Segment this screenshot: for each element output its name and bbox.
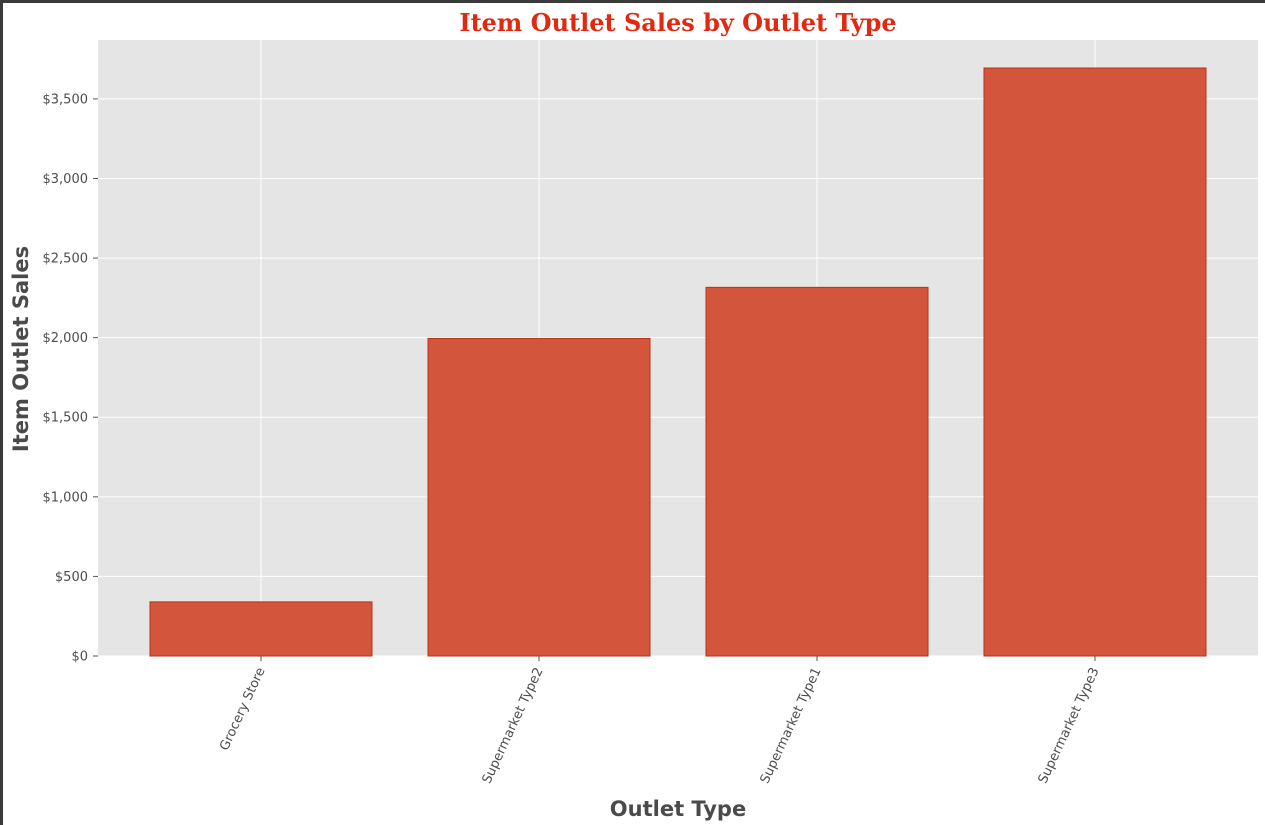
y-axis-ticks: $0 $500 $1,000 $1,500 $2,000 $2,500 $3,000 $3,5…	[43, 92, 98, 665]
bar-supermarket-type3	[983, 67, 1207, 657]
y-tick-label: $2,500	[43, 252, 89, 267]
y-tick-label: $2,000	[43, 331, 89, 346]
y-tick-label: $3,000	[43, 172, 89, 187]
y-tick-label: $3,500	[43, 92, 89, 107]
chart-title: Item Outlet Sales by Outlet Type	[459, 8, 896, 37]
x-tick-label: Supermarket Type1	[758, 665, 825, 786]
bars	[149, 67, 1207, 657]
x-axis-ticks: Grocery Store Supermarket Type2 Supermarke…	[217, 656, 1103, 786]
x-tick-label: Supermarket Type3	[1036, 665, 1103, 786]
window-frame-left	[0, 0, 3, 825]
window-frame-top	[0, 0, 1265, 3]
y-tick-label: $1,000	[43, 490, 89, 505]
y-tick-label: $1,500	[43, 411, 89, 426]
bar-supermarket-type2	[427, 337, 651, 657]
bar-supermarket-type1	[705, 286, 929, 657]
bar-grocery-store	[149, 601, 373, 657]
x-tick-label: Grocery Store	[217, 665, 269, 753]
x-tick-label: Supermarket Type2	[480, 665, 547, 786]
y-axis-label: Item Outlet Sales	[9, 246, 33, 452]
y-tick-label: $0	[71, 650, 88, 665]
x-axis-label: Outlet Type	[610, 797, 746, 821]
y-tick-label: $500	[55, 570, 88, 585]
